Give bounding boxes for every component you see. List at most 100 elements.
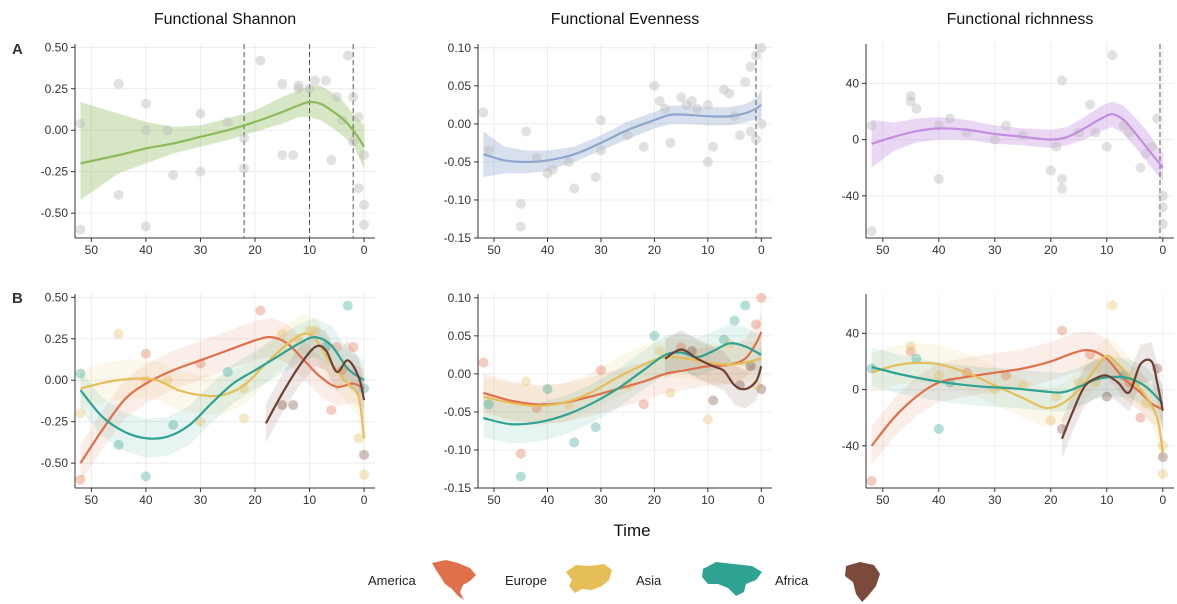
africa-map-icon xyxy=(845,562,880,602)
data-point xyxy=(866,475,877,486)
data-point xyxy=(590,172,601,183)
fit-line-europe xyxy=(483,355,762,407)
y-tick-label: -0.15 xyxy=(444,481,472,495)
data-point xyxy=(563,156,574,167)
y-tick-label: -0.25 xyxy=(41,415,69,429)
data-point xyxy=(277,78,288,89)
data-point xyxy=(326,405,337,416)
y-tick-label: 0.00 xyxy=(448,367,472,381)
data-point xyxy=(348,92,359,103)
x-tick-label: 10 xyxy=(1100,493,1114,507)
confidence-band xyxy=(80,317,365,483)
data-point xyxy=(239,163,250,174)
data-point xyxy=(140,221,151,232)
panel-title: Functional richnness xyxy=(947,11,1094,28)
x-tick-label: 20 xyxy=(248,243,262,257)
data-point xyxy=(1057,183,1067,194)
data-point xyxy=(515,198,526,209)
data-point xyxy=(654,96,665,107)
legend-label-america: America xyxy=(368,573,416,588)
fit-line-africa xyxy=(664,348,763,391)
data-point xyxy=(353,433,364,444)
data-point xyxy=(478,357,489,368)
data-point xyxy=(320,75,331,86)
x-tick-label: 50 xyxy=(85,493,99,507)
y-tick-label: 0.05 xyxy=(448,329,472,343)
data-point xyxy=(1157,202,1168,213)
data-point xyxy=(255,305,266,316)
y-tick-label: -0.50 xyxy=(41,206,69,220)
confidence-band xyxy=(871,101,1163,182)
data-point xyxy=(140,348,151,359)
y-tick-label: -0.50 xyxy=(41,456,69,470)
data-point xyxy=(478,107,489,118)
data-point xyxy=(140,98,151,109)
data-point xyxy=(113,78,124,89)
row-label-a: A xyxy=(12,41,23,58)
data-point xyxy=(718,334,729,345)
y-tick-label: 0 xyxy=(852,383,859,397)
data-point xyxy=(1017,380,1028,391)
data-point xyxy=(310,325,320,336)
data-point xyxy=(708,141,719,152)
data-point xyxy=(1157,218,1168,229)
fit-line-europe xyxy=(871,354,1164,454)
data-point xyxy=(681,99,692,110)
data-point xyxy=(1001,120,1011,131)
data-point xyxy=(756,118,767,129)
fit-line-asia xyxy=(871,366,1164,405)
data-point xyxy=(708,395,719,406)
confidence-band xyxy=(665,330,762,409)
data-point xyxy=(866,120,877,131)
data-point xyxy=(905,346,916,357)
data-point xyxy=(702,156,713,167)
y-tick-label: -40 xyxy=(842,189,860,203)
data-point xyxy=(1101,391,1112,402)
row-label-b: B xyxy=(12,290,23,307)
data-point xyxy=(304,83,315,94)
data-point xyxy=(734,130,745,141)
data-point xyxy=(239,133,250,144)
data-point xyxy=(933,173,944,184)
panel-b2: 50 40 30 20 10 0 0.10 0.05 0.00 -0.05 -0.10 -0.15 xyxy=(444,291,772,507)
y-tick-label: 0 xyxy=(852,133,859,147)
confidence-band xyxy=(80,314,365,458)
data-point xyxy=(1051,391,1062,402)
fit-line-asia xyxy=(79,336,365,440)
panel-b3: 50 40 30 20 10 0 40 0 -40 xyxy=(842,294,1174,507)
x-tick-label: 20 xyxy=(648,493,662,507)
data-point xyxy=(1157,190,1168,201)
legend-label-asia: Asia xyxy=(636,573,662,588)
y-tick-label: 0.25 xyxy=(45,332,69,346)
data-point xyxy=(222,366,233,377)
fit-line-america xyxy=(870,348,1164,447)
y-tick-label: -0.10 xyxy=(444,443,472,457)
x-tick-label: 20 xyxy=(648,243,662,257)
data-point xyxy=(676,92,687,103)
y-tick-label: 0.25 xyxy=(45,82,69,96)
data-point xyxy=(113,189,124,200)
data-point xyxy=(359,469,370,480)
y-tick-label: 0.00 xyxy=(45,123,69,137)
fit-line xyxy=(80,100,366,165)
y-tick-label: 0.05 xyxy=(448,79,472,93)
data-point xyxy=(945,113,955,124)
x-tick-label: 50 xyxy=(85,243,99,257)
panels: Functional Shannon 50 40 30 20 10 0 0.50 0.25 0.0… xyxy=(41,11,1174,507)
x-tick-label: 50 xyxy=(876,493,890,507)
data-point xyxy=(353,111,364,122)
data-point xyxy=(277,328,288,339)
legend-label-africa: Africa xyxy=(775,573,809,588)
data-point xyxy=(590,422,601,433)
data-point xyxy=(140,471,151,482)
data-point xyxy=(1051,141,1062,152)
data-point xyxy=(1107,300,1118,311)
data-point xyxy=(1135,412,1146,423)
data-point xyxy=(326,155,337,166)
x-tick-label: 30 xyxy=(194,493,208,507)
data-point xyxy=(595,145,606,156)
fit-line xyxy=(871,113,1164,169)
data-point xyxy=(331,92,342,103)
data-point xyxy=(750,319,761,330)
x-axis-label: Time xyxy=(613,521,650,540)
